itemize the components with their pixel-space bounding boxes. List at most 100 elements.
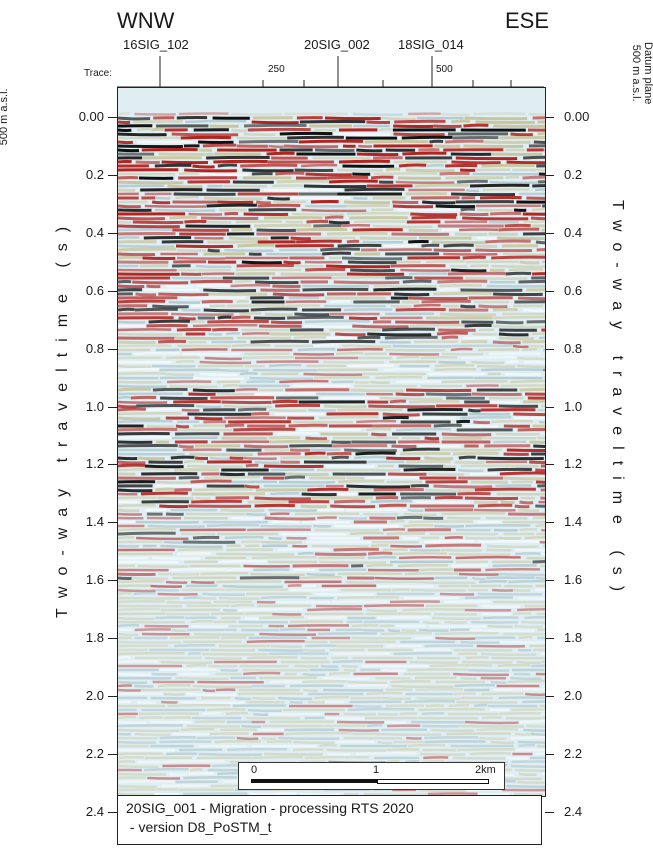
time-tick-right: 1.4	[564, 514, 583, 530]
reflector-stroke	[222, 384, 239, 388]
reflector-stroke	[504, 223, 531, 228]
reflector-stroke	[202, 592, 246, 597]
reflector-stroke	[130, 395, 157, 400]
reflector-stroke	[279, 627, 306, 632]
reflector-stroke	[460, 207, 476, 212]
reflector-stroke	[317, 632, 377, 636]
reflector-stroke	[421, 711, 445, 716]
reflector-stroke	[402, 608, 465, 612]
reflector-stroke	[481, 368, 543, 372]
reflector-stroke	[117, 159, 132, 164]
reflector-stroke	[254, 496, 311, 501]
reflector-stroke	[191, 499, 242, 504]
reflector-stroke	[117, 427, 178, 432]
reflector-stroke	[163, 692, 185, 696]
reflector-stroke	[386, 759, 400, 764]
reflector-stroke	[475, 120, 535, 125]
reflector-stroke	[160, 396, 208, 401]
reflector-stroke	[117, 632, 139, 637]
time-tick-mark-left	[108, 696, 117, 697]
reflector-stroke	[117, 503, 156, 508]
reflector-stroke	[523, 220, 578, 224]
reflector-stroke	[198, 752, 262, 757]
reflector-stroke	[490, 740, 514, 745]
direction-left: WNW	[117, 8, 175, 33]
reflector-stroke	[117, 384, 167, 389]
time-tick-right: 1.6	[564, 572, 583, 588]
time-tick-left: 0.8	[85, 340, 104, 356]
reflector-stroke	[478, 304, 508, 309]
reflector-stroke	[492, 340, 521, 345]
reflector-stroke	[365, 563, 393, 568]
reflector-stroke	[499, 640, 559, 644]
reflector-stroke	[266, 740, 293, 744]
reflector-stroke	[275, 403, 321, 408]
reflector-stroke	[444, 620, 467, 624]
reflector-stroke	[523, 728, 561, 732]
reflector-stroke	[277, 548, 331, 552]
reflector-stroke	[254, 503, 295, 508]
reflector-stroke	[352, 324, 409, 329]
reflector-stroke	[335, 351, 364, 356]
reflector-stroke	[243, 132, 276, 136]
reflector-stroke	[242, 356, 295, 360]
reflector-stroke	[491, 255, 546, 260]
reflector-stroke	[335, 332, 366, 337]
datum-line1-right: Datum plane	[642, 42, 653, 105]
reflector-stroke	[532, 115, 587, 120]
reflector-stroke	[178, 548, 224, 552]
reflector-stroke	[232, 704, 286, 708]
reflector-stroke	[260, 540, 302, 544]
reflector-stroke	[243, 456, 277, 460]
reflector-stroke	[259, 616, 305, 620]
reflector-stroke	[531, 207, 566, 212]
caption-line1: 20SIG_001 - Migration - processing RTS 2…	[126, 800, 414, 816]
reflector-stroke	[117, 531, 176, 536]
reflector-stroke	[319, 743, 337, 748]
reflector-stroke	[117, 651, 185, 656]
reflector-stroke	[407, 508, 424, 513]
reflector-stroke	[423, 756, 449, 760]
reflector-stroke	[183, 460, 205, 464]
trace-tick-250: 250	[268, 64, 285, 75]
reflector-stroke	[220, 508, 265, 513]
reflector-stroke	[186, 663, 207, 668]
reflector-stroke	[117, 720, 147, 724]
reflector-stroke	[454, 683, 495, 688]
reflector-stroke	[277, 431, 319, 436]
reflector-stroke	[189, 452, 253, 457]
reflector-stroke	[513, 792, 544, 797]
reflector-stroke	[237, 243, 275, 248]
reflector-stroke	[535, 240, 557, 245]
seismic-image	[117, 88, 610, 797]
reflector-stroke	[254, 460, 280, 464]
reflector-stroke	[500, 500, 515, 505]
reflector-stroke	[347, 260, 397, 265]
reflector-stroke	[384, 720, 407, 724]
reflector-stroke	[402, 151, 447, 156]
reflector-stroke	[394, 119, 446, 124]
reflector-stroke	[382, 528, 406, 532]
caption-box: 20SIG_001 - Migration - processing RTS 2…	[117, 795, 542, 845]
reflector-stroke	[270, 644, 302, 648]
reflector-stroke	[135, 732, 171, 737]
well-label-20sig-002: 20SIG_002	[304, 37, 370, 52]
reflector-stroke	[201, 299, 233, 304]
reflector-stroke	[304, 755, 369, 760]
reflector-stroke	[381, 696, 412, 701]
reflector-stroke	[375, 732, 442, 737]
reflector-stroke	[301, 208, 367, 213]
reflector-stroke	[195, 404, 222, 409]
reflector-stroke	[272, 292, 325, 297]
reflector-stroke	[230, 283, 271, 288]
reflector-stroke	[297, 347, 336, 352]
reflector-stroke	[465, 188, 480, 193]
time-tick-right: 0.00	[564, 109, 590, 124]
reflector-stroke	[167, 703, 231, 708]
reflector-stroke	[243, 444, 289, 449]
reflector-stroke	[375, 375, 422, 380]
time-tick-mark-left	[108, 638, 117, 640]
reflector-stroke	[324, 116, 381, 121]
reflector-stroke	[393, 651, 452, 656]
reflector-stroke	[178, 444, 194, 449]
